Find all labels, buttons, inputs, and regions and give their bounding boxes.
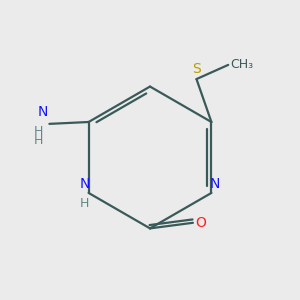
Text: H: H [80,197,89,210]
Text: S: S [192,62,201,76]
Text: CH₃: CH₃ [230,58,254,71]
Text: H: H [33,134,43,147]
Text: O: O [195,216,206,230]
Text: N: N [210,177,220,191]
Text: H: H [33,124,43,138]
Text: N: N [80,177,90,191]
Text: N: N [37,105,47,119]
